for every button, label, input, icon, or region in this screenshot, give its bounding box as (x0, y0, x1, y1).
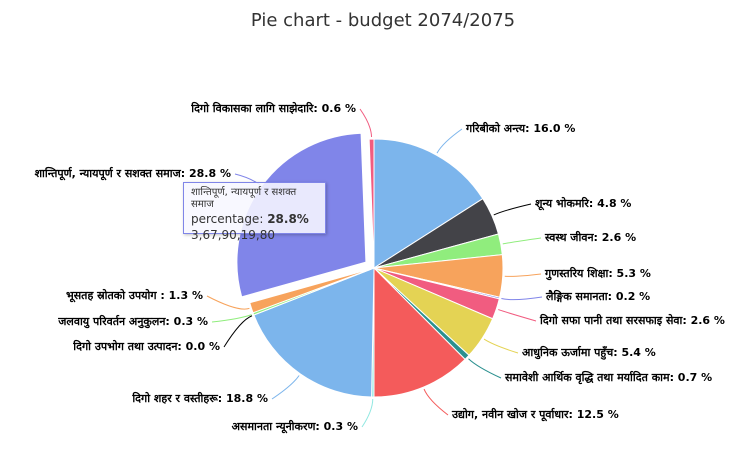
data-label-16: दिगो विकासका लागि साझेदारि: 0.6 % (190, 101, 356, 115)
chart-title: Pie chart - budget 2074/2075 (250, 10, 516, 31)
data-label-6: दिगो सफा पानी तथा सरसफाइ सेवा: 2.6 % (539, 313, 725, 327)
connector-9 (423, 388, 449, 416)
connector-1 (436, 128, 463, 154)
data-label-10: असमानता न्यूनीकरण: 0.3 % (232, 419, 358, 434)
data-label-2: शून्य भोकमरि: 4.8 % (535, 196, 631, 211)
connector-13 (211, 314, 252, 323)
data-label-3: स्वस्थ जीवन: 2.6 % (544, 230, 636, 244)
tooltip-series-line: percentage: 28.8% (191, 211, 318, 227)
connector-10 (361, 398, 374, 428)
slice-1[interactable] (373, 138, 484, 269)
slice-9[interactable] (373, 266, 466, 398)
data-label-14: भूसतह स्रोतको उपयोग : 1.3 % (66, 288, 203, 303)
connector-16 (359, 108, 373, 138)
slice-11[interactable] (253, 267, 375, 398)
slice-tooltip: शान्तिपूर्ण, न्यायपूर्ण र सशक्त समाज per… (183, 182, 326, 242)
connector-5 (501, 296, 543, 301)
slice-16[interactable] (368, 138, 375, 269)
data-label-15: शान्तिपूर्ण, न्यायपूर्ण र सशक्त समाज: 28… (35, 166, 231, 181)
data-label-12: दिगो उपभोग तथा उत्पादन: 0.0 % (72, 339, 220, 353)
data-label-4: गुणस्तरिय शिक्षा: 5.3 % (544, 266, 651, 281)
connector-7 (483, 338, 519, 354)
tooltip-value: 28.8% (267, 212, 309, 226)
data-label-1: गरिबीको अन्त्य: 16.0 % (465, 121, 575, 135)
data-label-8: समावेशी आर्थिक वृद्धि तथा मर्यादित काम: … (504, 370, 712, 385)
data-label-13: जलवायु परिवर्तन अनुकुलन: 0.3 % (57, 314, 208, 329)
connector-11 (271, 375, 300, 400)
slice-14[interactable] (249, 267, 375, 314)
connector-4 (504, 273, 542, 277)
connector-2 (493, 203, 532, 216)
connector-6 (498, 309, 537, 322)
data-label-11: दिगो शहर र वस्तीहरू: 18.8 % (131, 391, 268, 405)
connector-8 (468, 358, 502, 379)
tooltip-series-label: percentage: (191, 212, 264, 226)
tooltip-amount: 3,67,90,19,80 (191, 228, 275, 242)
connector-14 (206, 295, 250, 310)
data-label-9: उद्योग, नवीन खोज र पूर्वाधार: 12.5 % (451, 407, 619, 422)
data-label-7: आधुनिक ऊर्जामा पहुँच: 5.4 % (522, 345, 656, 360)
connector-3 (502, 237, 542, 245)
connector-12 (223, 315, 253, 348)
tooltip-header: शान्तिपूर्ण, न्यायपूर्ण र सशक्त समाज (191, 187, 297, 210)
data-label-5: लैङ्गिक समानता: 0.2 % (545, 289, 650, 303)
